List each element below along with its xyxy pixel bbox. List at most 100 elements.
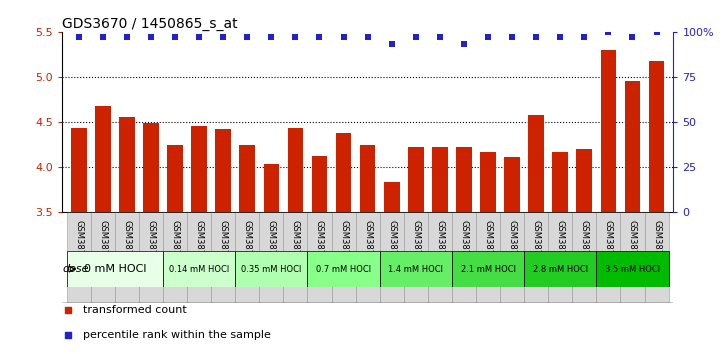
Bar xyxy=(577,149,592,212)
Point xyxy=(386,42,397,47)
Bar xyxy=(139,212,163,303)
Text: GSM387752: GSM387752 xyxy=(652,219,661,270)
Point xyxy=(73,34,84,40)
Bar xyxy=(191,126,207,212)
Text: GSM387678: GSM387678 xyxy=(339,219,348,271)
Text: 2.8 mM HOCl: 2.8 mM HOCl xyxy=(533,264,587,274)
Bar xyxy=(163,212,187,303)
Bar xyxy=(167,145,183,212)
Point xyxy=(62,307,74,313)
Point xyxy=(603,29,614,35)
Bar xyxy=(596,212,620,303)
Text: 0.7 mM HOCl: 0.7 mM HOCl xyxy=(316,264,371,274)
Point xyxy=(169,34,181,40)
Text: GSM387647: GSM387647 xyxy=(218,219,228,271)
Text: GSM387648: GSM387648 xyxy=(242,219,252,271)
Bar xyxy=(548,212,572,303)
Text: GSM387701: GSM387701 xyxy=(459,219,468,270)
Text: GSM387605: GSM387605 xyxy=(122,219,131,270)
Bar xyxy=(119,117,135,212)
Text: 2.1 mM HOCl: 2.1 mM HOCl xyxy=(461,264,515,274)
Bar xyxy=(380,212,404,303)
Bar xyxy=(644,212,668,303)
Bar xyxy=(95,106,111,212)
Bar xyxy=(456,147,472,212)
Point xyxy=(242,34,253,40)
Text: GSM387703: GSM387703 xyxy=(507,219,517,271)
Bar xyxy=(235,251,307,287)
Point xyxy=(530,34,542,40)
Bar xyxy=(259,212,283,303)
Text: 0 mM HOCl: 0 mM HOCl xyxy=(84,264,146,274)
Bar xyxy=(524,251,596,287)
Bar xyxy=(67,212,91,303)
Text: GSM387751: GSM387751 xyxy=(628,219,637,270)
Text: GSM387700: GSM387700 xyxy=(435,219,444,270)
Bar xyxy=(452,251,524,287)
Bar xyxy=(553,152,568,212)
Point xyxy=(579,34,590,40)
Bar xyxy=(384,182,400,212)
Point xyxy=(121,34,132,40)
Text: 1.4 mM HOCl: 1.4 mM HOCl xyxy=(388,264,443,274)
Point xyxy=(97,34,108,40)
Point xyxy=(506,34,518,40)
Bar xyxy=(288,127,304,212)
Text: GSM387713: GSM387713 xyxy=(531,219,541,271)
Bar xyxy=(649,61,665,212)
Bar xyxy=(404,212,428,303)
Bar xyxy=(307,212,331,303)
Point xyxy=(458,42,470,47)
Bar xyxy=(360,145,376,212)
Bar xyxy=(601,50,616,212)
Bar xyxy=(163,251,235,287)
Point xyxy=(362,34,373,40)
Bar xyxy=(115,212,139,303)
Bar xyxy=(91,212,115,303)
Bar xyxy=(211,212,235,303)
Text: GSM387645: GSM387645 xyxy=(170,219,180,270)
Point xyxy=(410,34,422,40)
Point xyxy=(482,34,494,40)
Point xyxy=(314,34,325,40)
Bar xyxy=(307,251,380,287)
Point xyxy=(555,34,566,40)
Point xyxy=(145,34,157,40)
Bar xyxy=(620,212,644,303)
Text: GDS3670 / 1450865_s_at: GDS3670 / 1450865_s_at xyxy=(62,17,237,31)
Text: GSM387699: GSM387699 xyxy=(411,219,420,270)
Text: GSM387716: GSM387716 xyxy=(579,219,589,271)
Text: GSM387646: GSM387646 xyxy=(194,219,204,271)
Text: GSM387714: GSM387714 xyxy=(555,219,565,270)
Text: dose: dose xyxy=(63,264,89,274)
Text: percentile rank within the sample: percentile rank within the sample xyxy=(83,330,271,339)
Text: GSM387679: GSM387679 xyxy=(363,219,372,271)
Point xyxy=(338,34,349,40)
Bar xyxy=(505,157,520,212)
Bar xyxy=(71,129,87,212)
Text: GSM387698: GSM387698 xyxy=(387,219,396,271)
Point xyxy=(218,34,229,40)
Bar xyxy=(235,212,259,303)
Bar xyxy=(596,251,668,287)
Bar xyxy=(480,152,496,212)
Bar xyxy=(572,212,596,303)
Point xyxy=(290,34,301,40)
Bar xyxy=(336,133,352,212)
Bar xyxy=(428,212,452,303)
Bar xyxy=(240,145,255,212)
Bar xyxy=(524,212,548,303)
Point xyxy=(627,34,638,40)
Text: GSM387750: GSM387750 xyxy=(604,219,613,270)
Bar xyxy=(283,212,307,303)
Text: transformed count: transformed count xyxy=(83,305,187,315)
Bar xyxy=(312,156,328,212)
Bar xyxy=(187,212,211,303)
Bar xyxy=(476,212,500,303)
Text: 0.14 mM HOCl: 0.14 mM HOCl xyxy=(169,264,229,274)
Text: GSM387606: GSM387606 xyxy=(146,219,156,271)
Bar xyxy=(331,212,355,303)
Bar xyxy=(408,147,424,212)
Bar xyxy=(215,129,231,212)
Text: GSM387677: GSM387677 xyxy=(315,219,324,271)
